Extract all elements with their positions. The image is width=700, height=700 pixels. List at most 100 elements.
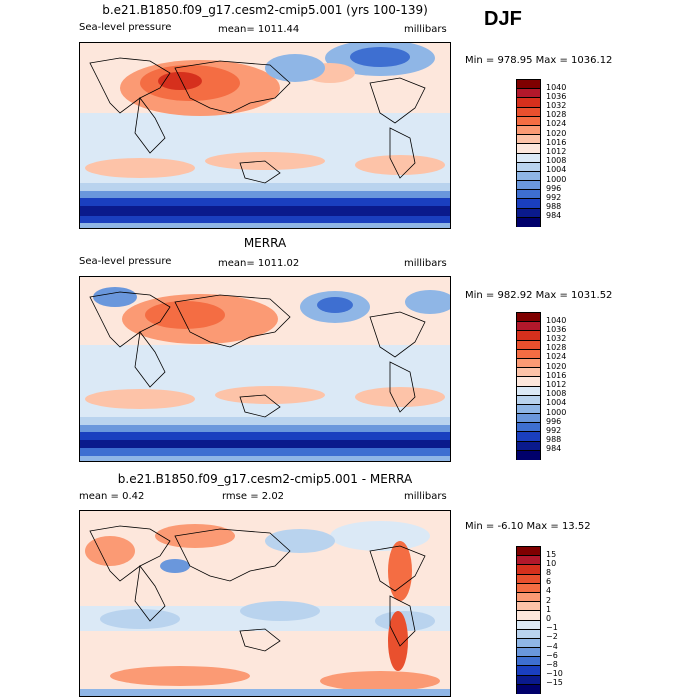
panel3-units-label: millibars (404, 491, 447, 502)
panel3-minmax-label: Min = -6.10 Max = 13.52 (465, 521, 591, 532)
colorbar-cell (517, 592, 540, 603)
panel2-title: MERRA (243, 236, 287, 250)
colorbar-cell (517, 358, 540, 369)
colorbar-tick-label: 1008 (546, 156, 567, 165)
panel2-mean-label: mean= 1011.02 (218, 258, 300, 269)
colorbar-cell (517, 556, 540, 566)
season-label: DJF (484, 8, 522, 30)
colorbar-tick-label: −15 (546, 678, 563, 687)
colorbar-cell (517, 208, 540, 218)
panel1-variable-label: Sea-level pressure (79, 22, 172, 33)
colorbar-cell (517, 565, 540, 575)
colorbar-cell (517, 620, 540, 630)
colorbar-tick-label: 1016 (546, 371, 567, 380)
colorbar-cell (517, 144, 540, 154)
colorbar-cell (517, 386, 540, 396)
colorbar-tick-label: −8 (546, 660, 558, 669)
colorbar-tick-label: −4 (546, 642, 558, 651)
colorbar-cell (517, 322, 540, 332)
colorbar-tick-label: 992 (546, 426, 562, 435)
panel2-variable-label: Sea-level pressure (79, 256, 172, 267)
colorbar-cell (517, 199, 540, 209)
colorbar-cell (517, 547, 540, 557)
colorbar-tick-label: 996 (546, 417, 562, 426)
colorbar-cell (517, 153, 540, 163)
colorbar-cell (517, 125, 540, 136)
colorbar-tick-label: 1028 (546, 110, 567, 119)
colorbar-cell (517, 675, 540, 685)
colorbar-cell (517, 423, 540, 433)
colorbar-cell (517, 432, 540, 442)
colorbar-cell (517, 116, 540, 126)
colorbar-tick-label: 8 (546, 568, 552, 577)
colorbar-tick-label: 1 (546, 605, 552, 614)
panel1-map (79, 42, 451, 229)
colorbar-tick-label: 1000 (546, 408, 567, 417)
colorbar-tick-label: 1020 (546, 362, 567, 371)
colorbar-tick-label: 1036 (546, 92, 567, 101)
colorbar-tick-label: 984 (546, 444, 562, 453)
colorbar-tick-label: 1012 (546, 147, 567, 156)
colorbar-cell (517, 368, 540, 378)
panel2-map (79, 276, 451, 462)
colorbar-cell (517, 107, 540, 117)
panel2-units-label: millibars (404, 258, 447, 269)
colorbar-tick-label: 1032 (546, 334, 567, 343)
colorbar-cell (517, 450, 540, 460)
colorbar-tick-label: 992 (546, 193, 562, 202)
colorbar-cell (517, 340, 540, 350)
colorbar-cell (517, 404, 540, 415)
panel3-map (79, 510, 451, 697)
colorbar-cell (517, 629, 540, 639)
colorbar-cell (517, 414, 540, 424)
colorbar-cell (517, 441, 540, 451)
colorbar-cell (517, 217, 540, 227)
panel2-minmax-label: Min = 982.92 Max = 1031.52 (465, 290, 613, 301)
colorbar-cell (517, 190, 540, 200)
panel3-rmse-label: rmse = 2.02 (222, 491, 285, 502)
colorbar-cell (517, 602, 540, 612)
colorbar-tick-label: 1012 (546, 380, 567, 389)
colorbar-tick-label: −10 (546, 669, 563, 678)
panel1-mean-label: mean= 1011.44 (218, 24, 300, 35)
colorbar-tick-label: 6 (546, 577, 552, 586)
colorbar-cell (517, 89, 540, 99)
colorbar-tick-label: 1040 (546, 316, 567, 325)
colorbar-cell (517, 666, 540, 676)
colorbar-cell (517, 171, 540, 182)
colorbar-cell (517, 349, 540, 359)
colorbar-cell (517, 80, 540, 90)
colorbar-cell (517, 657, 540, 667)
colorbar-tick-label: 10 (546, 559, 557, 568)
colorbar-tick-label: 988 (546, 202, 562, 211)
colorbar-cell (517, 611, 540, 621)
colorbar-cell (517, 377, 540, 387)
colorbar-cell (517, 684, 540, 694)
panel1-units-label: millibars (404, 24, 447, 35)
panel2-colorbar (516, 312, 541, 460)
colorbar-tick-label: 1024 (546, 352, 567, 361)
colorbar-tick-label: −1 (546, 623, 558, 632)
colorbar-cell (517, 583, 540, 593)
panel3-title: b.e21.B1850.f09_g17.cesm2-cmip5.001 - ME… (117, 472, 413, 486)
panel3-colorbar (516, 546, 541, 694)
colorbar-tick-label: −6 (546, 651, 558, 660)
colorbar-tick-label: 1024 (546, 119, 567, 128)
colorbar-tick-label: 1000 (546, 175, 567, 184)
colorbar-tick-label: 1036 (546, 325, 567, 334)
colorbar-tick-label: 4 (546, 586, 552, 595)
colorbar-cell (517, 395, 540, 405)
colorbar-tick-label: 1040 (546, 83, 567, 92)
colorbar-tick-label: 988 (546, 435, 562, 444)
colorbar-tick-label: 1008 (546, 389, 567, 398)
colorbar-cell (517, 574, 540, 584)
panel1-minmax-label: Min = 978.95 Max = 1036.12 (465, 55, 613, 66)
colorbar-tick-label: 0 (546, 614, 552, 623)
colorbar-tick-label: 1004 (546, 165, 567, 174)
colorbar-cell (517, 648, 540, 658)
colorbar-cell (517, 313, 540, 323)
panel1-title: b.e21.B1850.f09_g17.cesm2-cmip5.001 (yrs… (102, 3, 428, 17)
panel1-colorbar (516, 79, 541, 227)
colorbar-tick-label: 1004 (546, 398, 567, 407)
colorbar-tick-label: 1016 (546, 138, 567, 147)
